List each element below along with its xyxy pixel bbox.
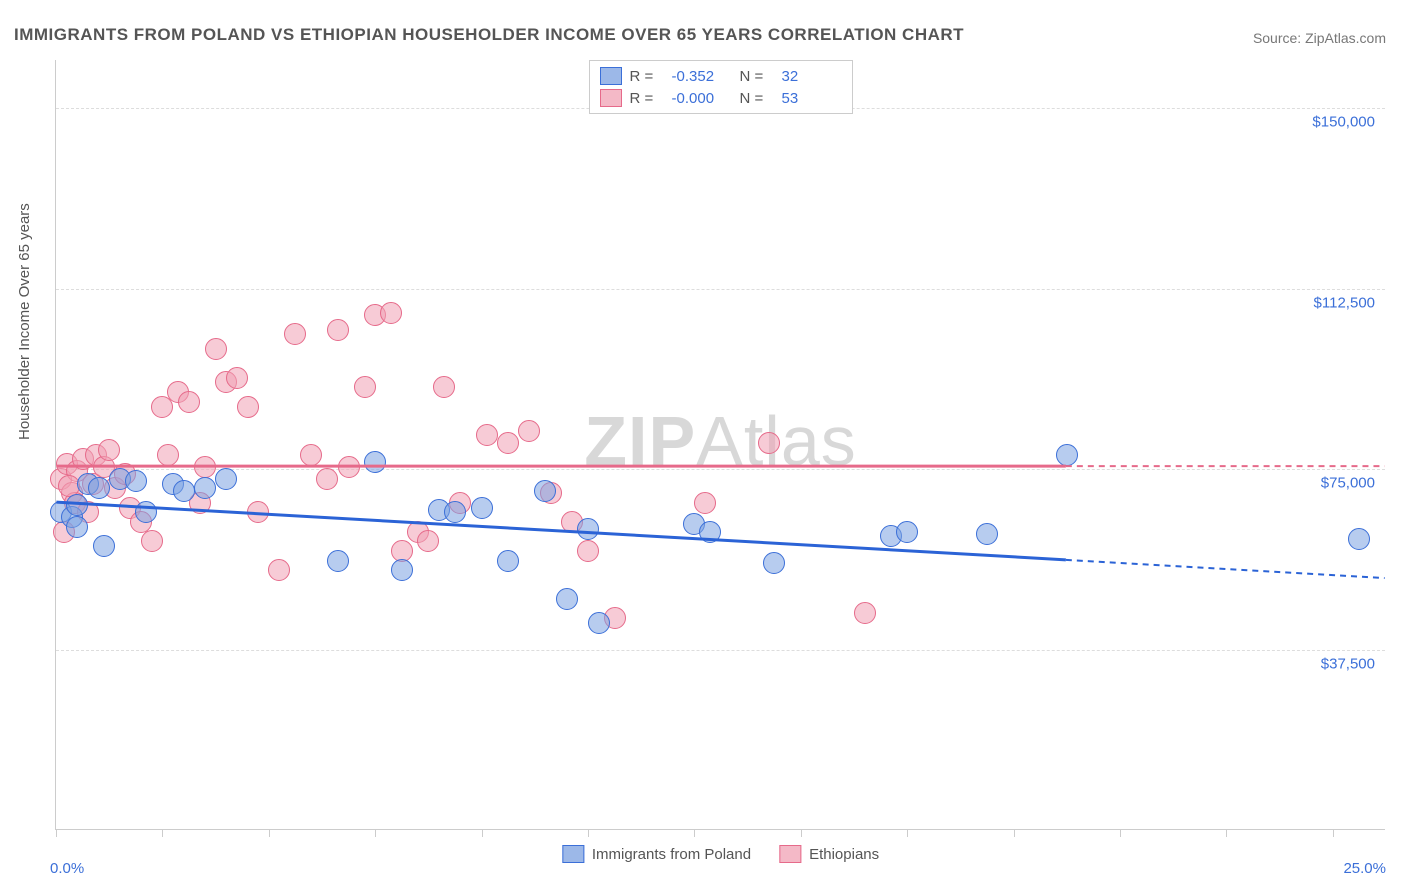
legend-r-value: -0.000 [672, 90, 732, 107]
data-point-ethiopians [284, 323, 306, 345]
data-point-ethiopians [758, 432, 780, 454]
data-point-ethiopians [497, 432, 519, 454]
x-tick [1014, 829, 1015, 837]
data-point-poland [1056, 444, 1078, 466]
data-point-poland [173, 480, 195, 502]
data-point-poland [497, 550, 519, 572]
x-tick [1333, 829, 1334, 837]
x-tick [56, 829, 57, 837]
data-point-poland [1348, 528, 1370, 550]
data-point-ethiopians [476, 424, 498, 446]
data-point-ethiopians [354, 376, 376, 398]
legend-swatch [600, 89, 622, 107]
source-attribution: Source: ZipAtlas.com [1253, 30, 1386, 46]
legend-n-value: 53 [782, 90, 842, 107]
data-point-poland [194, 477, 216, 499]
y-tick-label: $112,500 [1314, 294, 1375, 311]
data-point-ethiopians [98, 439, 120, 461]
data-point-poland [588, 612, 610, 634]
plot-area: ZIPAtlas R =-0.352N =32R =-0.000N =53 Im… [55, 60, 1385, 830]
data-point-poland [976, 523, 998, 545]
y-tick-label: $150,000 [1312, 114, 1375, 131]
data-point-poland [763, 552, 785, 574]
data-point-ethiopians [226, 367, 248, 389]
x-tick [1226, 829, 1227, 837]
data-point-ethiopians [316, 468, 338, 490]
data-point-ethiopians [300, 444, 322, 466]
data-point-poland [471, 497, 493, 519]
y-gridline [56, 289, 1385, 290]
x-axis-min-label: 0.0% [50, 860, 84, 877]
y-gridline [56, 650, 1385, 651]
data-point-ethiopians [157, 444, 179, 466]
data-point-ethiopians [433, 376, 455, 398]
legend-series-item: Ethiopians [779, 845, 879, 863]
data-point-ethiopians [327, 319, 349, 341]
data-point-ethiopians [205, 338, 227, 360]
data-point-poland [135, 501, 157, 523]
data-point-poland [444, 501, 466, 523]
legend-series: Immigrants from Poland Ethiopians [562, 845, 879, 863]
data-point-ethiopians [338, 456, 360, 478]
chart-title: IMMIGRANTS FROM POLAND VS ETHIOPIAN HOUS… [14, 25, 964, 45]
x-axis-max-label: 25.0% [1343, 860, 1386, 877]
data-point-ethiopians [194, 456, 216, 478]
y-axis-label: Householder Income Over 65 years [16, 203, 33, 440]
legend-swatch [600, 67, 622, 85]
data-point-poland [391, 559, 413, 581]
x-tick [375, 829, 376, 837]
data-point-poland [699, 521, 721, 543]
x-tick [482, 829, 483, 837]
x-tick [588, 829, 589, 837]
x-tick [1120, 829, 1121, 837]
legend-series-item: Immigrants from Poland [562, 845, 751, 863]
legend-correlation-box: R = -0.352 N = 32 R = -0.000 N = 53 [589, 60, 853, 114]
data-point-poland [66, 516, 88, 538]
legend-r-label: R = [630, 68, 664, 85]
data-point-ethiopians [854, 602, 876, 624]
data-point-ethiopians [417, 530, 439, 552]
data-point-ethiopians [237, 396, 259, 418]
data-point-poland [66, 494, 88, 516]
data-point-poland [896, 521, 918, 543]
y-tick-label: $37,500 [1321, 655, 1375, 672]
y-gridline [56, 469, 1385, 470]
data-point-poland [327, 550, 349, 572]
legend-correlation-row: R = -0.352 N = 32 [600, 65, 842, 87]
x-tick [162, 829, 163, 837]
data-point-poland [125, 470, 147, 492]
x-tick [907, 829, 908, 837]
data-point-poland [577, 518, 599, 540]
legend-swatch [562, 845, 584, 863]
legend-r-value: -0.352 [672, 68, 732, 85]
x-tick [694, 829, 695, 837]
data-point-ethiopians [247, 501, 269, 523]
data-point-poland [93, 535, 115, 557]
data-point-ethiopians [268, 559, 290, 581]
data-point-poland [556, 588, 578, 610]
legend-swatch [779, 845, 801, 863]
data-point-ethiopians [380, 302, 402, 324]
legend-series-label: Immigrants from Poland [592, 846, 751, 863]
data-point-ethiopians [518, 420, 540, 442]
legend-n-label: N = [740, 90, 774, 107]
data-point-poland [215, 468, 237, 490]
legend-correlation-row: R = -0.000 N = 53 [600, 87, 842, 109]
y-tick-label: $75,000 [1321, 475, 1375, 492]
data-point-poland [534, 480, 556, 502]
x-tick [269, 829, 270, 837]
data-point-ethiopians [694, 492, 716, 514]
data-point-ethiopians [577, 540, 599, 562]
legend-n-label: N = [740, 68, 774, 85]
legend-n-value: 32 [782, 68, 842, 85]
data-point-ethiopians [141, 530, 163, 552]
legend-series-label: Ethiopians [809, 846, 879, 863]
legend-r-label: R = [630, 90, 664, 107]
data-point-poland [364, 451, 386, 473]
x-tick [801, 829, 802, 837]
data-point-ethiopians [178, 391, 200, 413]
trend-line-poland-extrapolated [1066, 560, 1385, 578]
data-point-poland [88, 477, 110, 499]
trend-lines [56, 60, 1385, 829]
